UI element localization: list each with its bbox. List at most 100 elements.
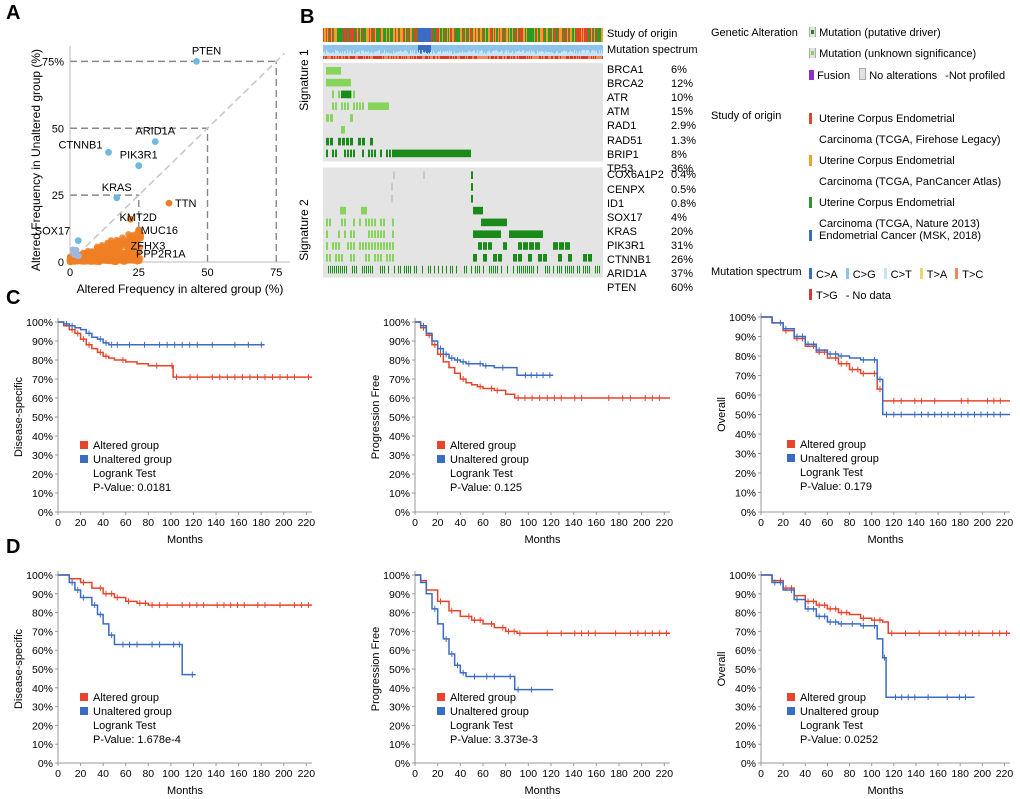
study-cell bbox=[373, 28, 374, 42]
alteration-cell bbox=[521, 265, 522, 274]
alteration-cell bbox=[377, 230, 379, 238]
not-profiled-dash: - bbox=[945, 70, 949, 82]
alteration-cell bbox=[509, 230, 543, 238]
spectrum-cell bbox=[474, 50, 475, 56]
spectrum-cell bbox=[367, 45, 368, 52]
spectrum-cell bbox=[345, 52, 346, 56]
spectrum-cell bbox=[401, 51, 402, 56]
x-tick-label: 60 bbox=[120, 517, 132, 529]
spectrum-cell bbox=[559, 56, 560, 59]
study-cell bbox=[357, 28, 358, 42]
study-cell bbox=[375, 28, 376, 42]
study-cell bbox=[521, 28, 522, 42]
alteration-cell bbox=[380, 254, 382, 262]
study-cell bbox=[502, 28, 503, 42]
spectrum-cell bbox=[328, 52, 329, 56]
study-cell bbox=[400, 28, 401, 42]
alteration-cell bbox=[344, 102, 346, 110]
spectrum-cell bbox=[394, 52, 395, 56]
spectrum-cell bbox=[490, 45, 491, 53]
spectrum-cell bbox=[562, 56, 563, 59]
study-cell bbox=[551, 28, 552, 42]
spectrum-cell bbox=[543, 52, 544, 56]
study-cell bbox=[452, 28, 453, 42]
alteration-cell bbox=[365, 254, 367, 262]
spectrum-cell bbox=[547, 45, 548, 53]
spectrum-cell bbox=[413, 53, 414, 56]
spectrum-cell bbox=[392, 56, 393, 59]
legend-study-1: Uterine Corpus Endometrial Carcinoma (TC… bbox=[809, 109, 1001, 151]
spectrum-cell bbox=[449, 50, 450, 56]
study-cell bbox=[513, 28, 514, 42]
spectrum-cell bbox=[589, 45, 590, 53]
alteration-cell bbox=[347, 242, 349, 250]
study-cell bbox=[394, 28, 395, 42]
alteration-cell bbox=[392, 242, 394, 250]
alteration-cell bbox=[361, 206, 367, 215]
spectrum-cell bbox=[533, 50, 534, 56]
spectrum-cell bbox=[567, 53, 568, 56]
spectrum-cell bbox=[424, 52, 425, 56]
spectrum-cell bbox=[379, 56, 380, 59]
study-cell bbox=[398, 28, 399, 42]
spectrum-cell bbox=[353, 56, 354, 59]
spectrum-cell bbox=[404, 50, 405, 56]
spectrum-cell bbox=[422, 45, 423, 51]
spectrum-cell bbox=[388, 45, 389, 53]
spectrum-cell bbox=[441, 56, 442, 59]
legend-label-unaltered: Unaltered group bbox=[800, 453, 879, 465]
spectrum-cell bbox=[325, 53, 326, 56]
km-chart-c2: 0%10%20%30%40%50%60%70%80%90%100%0 20 40 60… bbox=[370, 317, 673, 546]
spectrum-cell bbox=[598, 56, 599, 59]
legend-swatch-altered bbox=[80, 693, 88, 701]
alteration-cell bbox=[384, 265, 385, 274]
study-cell bbox=[552, 28, 553, 42]
x-tick-label: 100 bbox=[162, 517, 180, 529]
spectrum-cell bbox=[480, 56, 481, 59]
spectrum-cell bbox=[560, 45, 561, 54]
study-cell bbox=[361, 28, 362, 42]
gene-label: PTEN bbox=[607, 282, 637, 295]
y-tick-label: 60% bbox=[389, 645, 410, 657]
km-curve-unaltered bbox=[761, 316, 1010, 416]
spectrum-cell bbox=[431, 45, 432, 51]
x-tick-label: 160 bbox=[588, 768, 606, 780]
spectrum-cell bbox=[405, 50, 406, 56]
alteration-cell bbox=[495, 265, 496, 274]
study-cell bbox=[404, 28, 405, 42]
y-tick-label: 0% bbox=[38, 507, 53, 519]
spectrum-cell bbox=[450, 56, 451, 59]
spectrum-cell bbox=[485, 53, 486, 56]
gene-label: SOX17 bbox=[607, 211, 643, 224]
legend-label-unaltered: Unaltered group bbox=[450, 706, 529, 718]
spectrum-cell bbox=[364, 56, 365, 59]
study-cell bbox=[374, 28, 375, 42]
study-cell bbox=[475, 28, 476, 42]
alteration-cell bbox=[479, 265, 480, 274]
spectrum-cell bbox=[481, 45, 482, 51]
x-tick-label: 20 bbox=[432, 517, 444, 529]
spectrum-cell bbox=[596, 45, 597, 51]
spectrum-cell bbox=[457, 52, 458, 56]
spectrum-cell bbox=[523, 50, 524, 56]
spectrum-cell bbox=[327, 45, 328, 52]
study-cell bbox=[466, 28, 467, 42]
study-cell bbox=[507, 28, 508, 42]
legend-label-unaltered: Unaltered group bbox=[93, 454, 172, 466]
study-cell bbox=[483, 28, 484, 42]
alteration-cell bbox=[393, 149, 471, 158]
spectrum-cell bbox=[512, 45, 513, 51]
spectrum-cell bbox=[323, 56, 324, 59]
spectrum-cell bbox=[447, 50, 448, 56]
spectrum-cell bbox=[514, 45, 515, 54]
study-cell bbox=[389, 28, 390, 42]
study-cell bbox=[334, 28, 335, 42]
spectrum-cell bbox=[528, 56, 529, 59]
study-cell bbox=[336, 28, 337, 42]
gene-label: KRAS bbox=[607, 225, 637, 238]
study-cell bbox=[405, 28, 406, 42]
study-cell bbox=[325, 28, 326, 42]
spectrum-cell bbox=[565, 56, 566, 59]
spectrum-cell bbox=[477, 56, 478, 59]
spectrum-cell bbox=[541, 56, 542, 59]
